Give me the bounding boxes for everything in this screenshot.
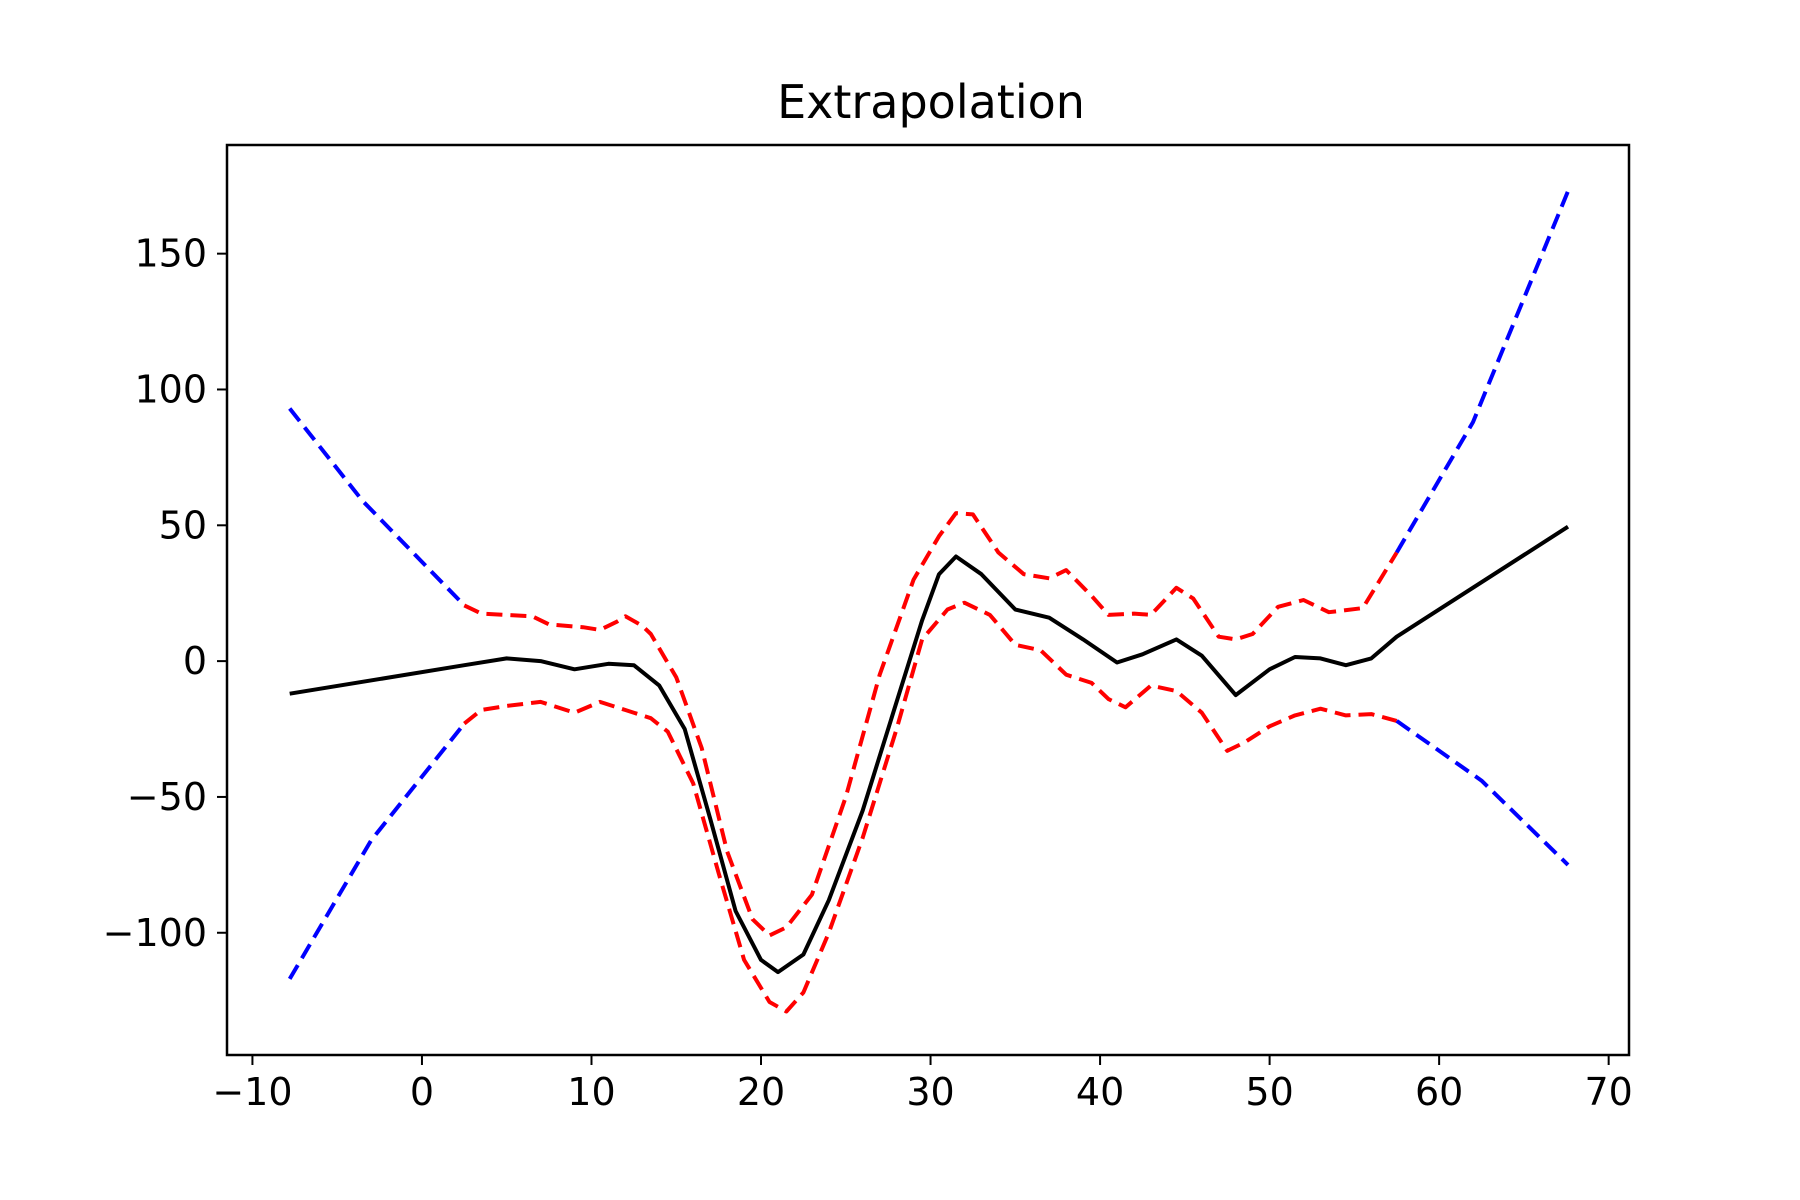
series-line-5 xyxy=(1394,190,1570,554)
y-tick-label: 0 xyxy=(183,639,207,683)
y-tick-label: −100 xyxy=(103,911,207,955)
series-layer xyxy=(287,190,1570,1014)
series-line-1 xyxy=(463,511,1399,938)
x-tick-label: 70 xyxy=(1584,1070,1632,1114)
x-tick-label: 60 xyxy=(1415,1070,1463,1114)
x-tick-label: 0 xyxy=(410,1070,434,1114)
y-axis: −100 −50 0 50 100 150 xyxy=(103,232,227,955)
x-tick-label: 50 xyxy=(1245,1070,1293,1114)
series-line-4 xyxy=(287,722,466,980)
series-line-2 xyxy=(463,600,1398,1014)
x-axis: −10 0 10 20 30 40 50 60 70 xyxy=(212,1055,1633,1114)
chart-title: Extrapolation xyxy=(777,75,1085,129)
series-line-3 xyxy=(288,407,466,607)
y-tick-label: 100 xyxy=(134,367,207,411)
series-line-0 xyxy=(289,525,1570,975)
y-tick-label: −50 xyxy=(127,775,207,819)
y-tick-label: 50 xyxy=(159,503,207,547)
x-tick-label: 10 xyxy=(567,1070,615,1114)
x-tick-label: 20 xyxy=(737,1070,785,1114)
x-tick-label: −10 xyxy=(212,1070,292,1114)
x-tick-label: 30 xyxy=(906,1070,954,1114)
x-tick-label: 40 xyxy=(1076,1070,1124,1114)
series-line-6 xyxy=(1395,719,1570,867)
y-tick-label: 150 xyxy=(134,232,207,276)
plot-frame xyxy=(225,143,1631,1057)
